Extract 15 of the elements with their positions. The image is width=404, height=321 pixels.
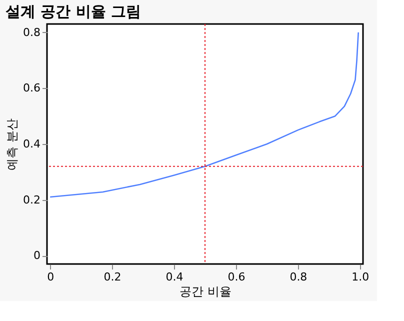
chart-title: 설계 공간 비율 그림 [6,2,142,20]
x-tick-label: 0.8 [290,270,308,284]
x-tick-label: 0 [47,270,54,284]
y-tick-label: 0 [34,249,40,262]
y-tick-label: 0.6 [23,82,40,95]
x-tick-label: 0.2 [104,270,122,284]
y-axis-title: 예측 분산 [5,118,20,170]
y-tick-label: 0.2 [23,193,40,206]
line-series [49,32,360,198]
x-axis-title: 공간 비율 [180,284,232,298]
x-tick-label: 0.6 [228,270,246,284]
y-tick-label: 0.4 [23,138,40,150]
y-tick-label: 0.8 [23,26,40,39]
x-tick-label: 1.0 [352,270,370,284]
x-tick-label: 0.4 [166,270,184,284]
